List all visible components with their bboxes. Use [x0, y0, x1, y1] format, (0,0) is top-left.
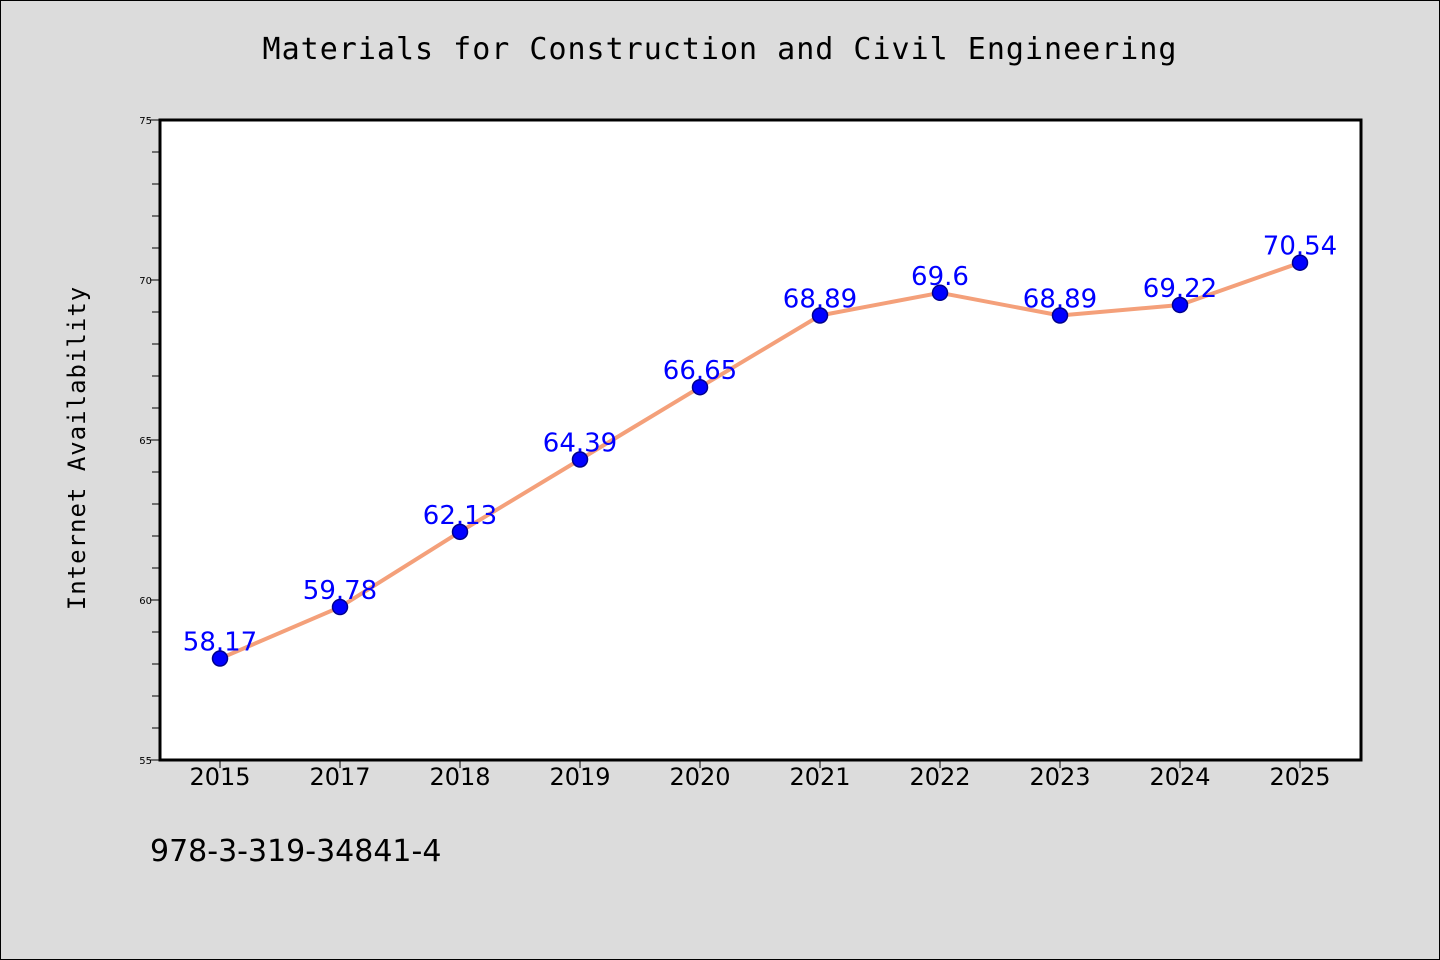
- x-tick-label: 2021: [789, 763, 850, 791]
- data-label: 62.13: [423, 501, 497, 531]
- data-point: [211, 650, 229, 667]
- data-point: [811, 307, 829, 324]
- data-label: 69.6: [911, 262, 969, 292]
- data-point: [931, 284, 949, 302]
- data-point: [1171, 296, 1189, 314]
- data-label: 68.89: [1023, 285, 1097, 315]
- y-tick-label: 55: [139, 756, 152, 767]
- data-point: [571, 451, 589, 468]
- data-point: [1291, 254, 1309, 271]
- y-axis: 55 60 65 70 75: [139, 116, 160, 767]
- data-label: 68.89: [783, 285, 857, 315]
- chart-title: Materials for Construction and Civil Eng…: [262, 32, 1178, 67]
- x-tick-label: 2022: [909, 763, 970, 791]
- x-tick-label: 2018: [429, 763, 490, 791]
- data-label: 69.22: [1143, 274, 1217, 304]
- x-tick-label: 2025: [1269, 763, 1330, 791]
- y-tick-label: 65: [139, 436, 152, 447]
- x-tick-label: 2017: [309, 763, 370, 791]
- x-tick-label: 2019: [549, 763, 610, 791]
- y-axis-label: Internet Availability: [63, 286, 91, 610]
- x-tick-label: 2015: [189, 763, 250, 791]
- data-point: [691, 378, 709, 396]
- data-point: [451, 523, 469, 541]
- markers: [211, 254, 1309, 667]
- data-point: [1051, 307, 1069, 324]
- data-labels: 58.17 59.78 62.13 64.39 66.65 68.89 69.6 68.89 6…: [183, 232, 1337, 658]
- data-label: 70.54: [1263, 232, 1337, 262]
- series-line: [219, 260, 1301, 661]
- plot-border: [158, 118, 1363, 762]
- data-label: 64.39: [543, 429, 617, 459]
- footer-code: 978-3-319-34841-4: [150, 834, 442, 869]
- x-axis: 2015 2017 2018 2019 2020 2021 2022 2023 2024 2025: [189, 760, 1331, 791]
- y-tick-label: 70: [139, 276, 152, 287]
- y-tick-label: 75: [139, 116, 152, 127]
- data-label: 58.17: [183, 628, 257, 658]
- data-label: 66.65: [663, 356, 737, 386]
- x-tick-label: 2020: [669, 763, 730, 791]
- plot-area: [160, 120, 1361, 760]
- x-tick-label: 2023: [1029, 763, 1090, 791]
- data-point: [331, 598, 349, 616]
- data-label: 59.78: [303, 576, 377, 606]
- x-tick-label: 2024: [1149, 763, 1210, 791]
- y-tick-label: 60: [139, 596, 152, 607]
